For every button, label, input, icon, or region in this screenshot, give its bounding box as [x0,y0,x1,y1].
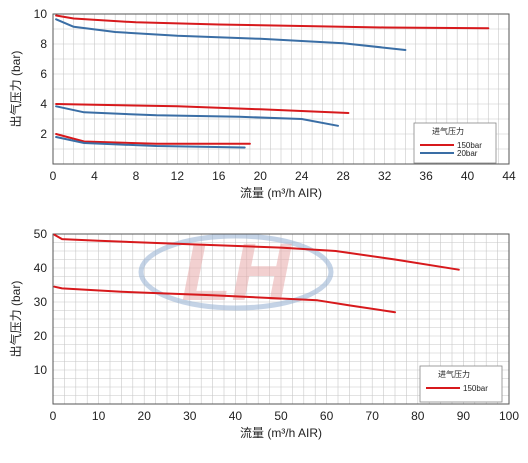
chart-bottom: LH 0 10 20 30 40 50 60 70 80 90 100 10 20 30 40 50 流量 (… [8,227,519,440]
plot-frame-bottom [52,233,510,405]
y-tick-label: 20 [34,329,48,343]
x-tick-label: 20 [254,169,268,183]
y-tick-label: 4 [40,97,47,111]
legend-title-bottom: 进气压力 [438,369,470,379]
legend-label: 150bar [457,141,482,150]
x-tick-label: 80 [411,409,425,423]
x-tick-label: 28 [337,169,351,183]
x-tick-label: 44 [502,169,516,183]
x-tick-label: 8 [133,169,140,183]
x-tick-label: 20 [138,409,152,423]
y-tick-label: 2 [40,127,47,141]
x-axis-label-bottom: 流量 (m³/h AIR) [240,426,322,440]
x-axis-label-top: 流量 (m³/h AIR) [240,186,322,200]
x-tick-label: 10 [92,409,106,423]
x-tick-label: 40 [229,409,243,423]
legend-label: 20bar [457,149,478,158]
watermark-ring [138,233,334,311]
x-tick-label: 60 [320,409,334,423]
x-tick-label: 16 [212,169,226,183]
x-tick-label: 30 [183,409,197,423]
legend-bottom: 进气压力 150bar [419,365,503,403]
series-line-2 [55,18,407,51]
x-tick-label: 24 [295,169,309,183]
legend-box-top [413,122,497,164]
series-layer-bottom [53,233,460,314]
x-tick-label: 90 [457,409,471,423]
y-tick-label: 8 [40,37,47,51]
x-tick-label: 100 [499,409,519,423]
x-tick-label: 32 [378,169,392,183]
tick-labels-bottom: 0 10 20 30 40 50 60 70 80 90 100 10 20 30 40 50 [34,227,520,423]
plot-frame-top [52,13,510,165]
y-tick-label: 40 [34,261,48,275]
series-line-6 [55,136,246,149]
watermark-logo: LH [138,227,334,318]
x-tick-label: 12 [171,169,185,183]
x-tick-label: 0 [50,169,57,183]
y-tick-label: 10 [34,7,48,21]
y-axis-label-top: 出气压力 (bar) [8,51,23,128]
y-axis-label-bottom: 出气压力 (bar) [8,281,23,358]
x-tick-label: 36 [419,169,433,183]
x-tick-label: 0 [50,409,57,423]
series-line-3 [55,103,350,114]
series-line-5 [55,133,251,145]
x-tick-label: 50 [274,409,288,423]
x-tick-label: 4 [91,169,98,183]
series-line-4 [55,105,339,127]
y-tick-label: 10 [34,363,48,377]
legend-label: 150bar [463,384,488,393]
y-tick-label: 50 [34,227,48,241]
y-tick-label: 30 [34,295,48,309]
x-tick-label: 70 [366,409,380,423]
series-layer-top [55,14,490,149]
legend-title-top: 进气压力 [432,126,464,136]
y-tick-label: 6 [40,67,47,81]
series-line-1 [55,14,490,30]
series-line-1 [53,233,460,271]
x-tick-label: 40 [461,169,475,183]
watermark-text: LH [181,227,292,318]
series-line-2 [53,285,396,314]
legend-box-bottom [419,365,503,403]
